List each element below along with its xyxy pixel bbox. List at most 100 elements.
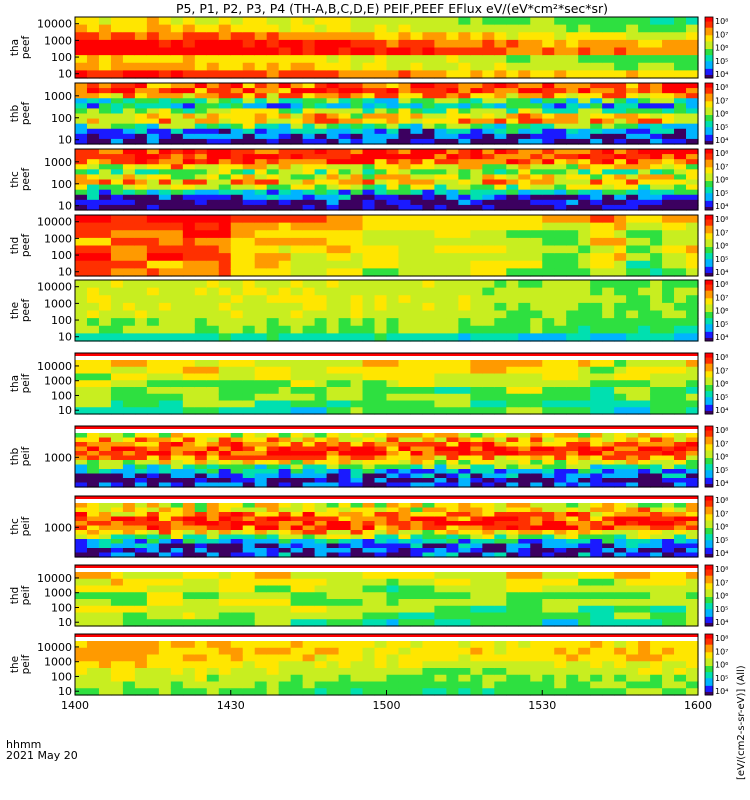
colorbar-tick-label: 10⁸ bbox=[715, 83, 728, 92]
colorbar-tick-label: 10⁵ bbox=[715, 536, 728, 545]
y-tick-label: 1000 bbox=[44, 521, 72, 534]
y-tick-label: 1000 bbox=[44, 375, 72, 388]
x-tick-label: 1400 bbox=[61, 699, 89, 712]
y-tick-label: 100 bbox=[51, 178, 72, 191]
colorbar: 10⁴ 10⁵ 10⁶ 10⁷ 10⁸ bbox=[704, 495, 728, 558]
colorbar: 10⁴ 10⁵ 10⁶ 10⁷ 10⁸ bbox=[704, 148, 728, 211]
colorbar-tick-label: 10⁵ bbox=[715, 320, 728, 329]
y-tick-label: 100 bbox=[51, 601, 72, 614]
panel-tha-peef: 10 100 1000 10000 thapeef 10⁴ 10⁵ 10⁶ 10⁷ 10⁸ bbox=[9, 16, 728, 81]
colorbar-tick-label: 10⁷ bbox=[715, 96, 728, 105]
colorbar-tick-label: 10⁶ bbox=[715, 110, 728, 119]
y-tick-label: 100 bbox=[51, 670, 72, 683]
colorbar-tick-label: 10⁴ bbox=[715, 687, 728, 696]
fill-gap-band bbox=[75, 496, 698, 499]
y-tick-label: 1000 bbox=[44, 156, 72, 169]
fill-gap-band bbox=[75, 565, 698, 568]
colorbar-tick-label: 10⁸ bbox=[715, 634, 728, 643]
spectrogram-cells bbox=[75, 215, 699, 277]
colorbar-tick-label: 10⁶ bbox=[715, 592, 728, 601]
colorbar-tick-label: 10⁶ bbox=[715, 176, 728, 185]
x-tick-label: 1500 bbox=[373, 699, 401, 712]
panel-frame bbox=[74, 425, 699, 488]
y-tick-label: 100 bbox=[51, 112, 72, 125]
colorbar: 10⁴ 10⁵ 10⁶ 10⁷ 10⁸ bbox=[704, 16, 728, 79]
y-tick-label: 10000 bbox=[37, 18, 72, 31]
y-tick-label: 1000 bbox=[44, 587, 72, 600]
colorbar: 10⁴ 10⁵ 10⁶ 10⁷ 10⁸ bbox=[704, 633, 728, 696]
colorbar-tick-label: 10⁶ bbox=[715, 523, 728, 532]
colorbar: 10⁴ 10⁵ 10⁶ 10⁷ 10⁸ bbox=[704, 214, 728, 277]
colorbar: 10⁴ 10⁵ 10⁶ 10⁷ 10⁸ bbox=[704, 564, 728, 627]
y-tick-label: 10000 bbox=[37, 360, 72, 373]
spectrogram-panels: 10100100010000thapeef10⁴10⁵10⁶10⁷10⁸1010… bbox=[9, 16, 728, 698]
panel-frame bbox=[74, 82, 699, 145]
colorbar-tick-label: 10⁶ bbox=[715, 307, 728, 316]
colorbar-tick-label: 10⁸ bbox=[715, 426, 728, 435]
colorbar-tick-label: 10⁵ bbox=[715, 393, 728, 402]
colorbar-tick-label: 10⁵ bbox=[715, 605, 728, 614]
panel-frame bbox=[74, 148, 699, 211]
colorbar-tick-label: 10⁸ bbox=[715, 353, 728, 362]
panel-frame bbox=[74, 279, 699, 342]
y-tick-label: 1000 bbox=[44, 656, 72, 669]
colorbar-tick-label: 10⁷ bbox=[715, 366, 728, 375]
panel-thb-peif: 1000 thbpeif 10⁴ 10⁵ 10⁶ 10⁷ 10⁸ bbox=[9, 425, 728, 488]
panel-frame bbox=[74, 564, 699, 627]
panel-thb-peef: 10 100 1000 thbpeef 10⁴ 10⁵ 10⁶ 10⁷ 10⁸ bbox=[9, 82, 728, 147]
fill-gap-band bbox=[75, 429, 698, 433]
chart-title: P5, P1, P2, P3, P4 (TH-A,B,C,D,E) PEIF,P… bbox=[176, 1, 608, 16]
panel-label: thapeef bbox=[9, 36, 32, 60]
y-tick-label: 10 bbox=[58, 200, 72, 213]
y-tick-label: 1000 bbox=[44, 90, 72, 103]
panel-label: thbpeef bbox=[9, 102, 32, 126]
panel-the-peef: 10 100 1000 10000 thepeef 10⁴ 10⁵ 10⁶ 10⁷ 10⁸ bbox=[9, 279, 728, 344]
panel-label: thcpeif bbox=[9, 516, 32, 536]
panel-thc-peef: 10 100 1000 thcpeef 10⁴ 10⁵ 10⁶ 10⁷ 10⁸ bbox=[9, 148, 728, 213]
fill-gap-band bbox=[75, 634, 698, 637]
spectrogram-cells bbox=[75, 280, 699, 342]
y-tick-label: 1000 bbox=[44, 297, 72, 310]
spectrogram-cells bbox=[75, 360, 699, 415]
y-tick-label: 10 bbox=[58, 266, 72, 279]
panel-label: thepeif bbox=[9, 654, 32, 674]
fill-gap-band bbox=[75, 353, 698, 356]
colorbar-tick-label: 10⁴ bbox=[715, 549, 728, 558]
colorbar-tick-label: 10⁷ bbox=[715, 293, 728, 302]
y-tick-label: 1000 bbox=[44, 34, 72, 47]
colorbar-tick-label: 10⁴ bbox=[715, 268, 728, 277]
colorbar-tick-label: 10⁵ bbox=[715, 123, 728, 132]
y-tick-label: 1000 bbox=[44, 451, 72, 464]
panel-label: thdpeif bbox=[9, 585, 32, 605]
colorbar-tick-label: 10⁸ bbox=[715, 149, 728, 158]
colorbar-tick-label: 10⁷ bbox=[715, 509, 728, 518]
y-tick-label: 10 bbox=[58, 331, 72, 344]
colorbar-tick-label: 10⁷ bbox=[715, 30, 728, 39]
spectrogram-cells bbox=[75, 17, 699, 79]
colorbar-tick-label: 10⁶ bbox=[715, 44, 728, 53]
colorbar-tick-label: 10⁷ bbox=[715, 162, 728, 171]
colorbar-tick-label: 10⁴ bbox=[715, 618, 728, 627]
colorbar: 10⁴ 10⁵ 10⁶ 10⁷ 10⁸ bbox=[704, 352, 728, 415]
colorbar: 10⁴ 10⁵ 10⁶ 10⁷ 10⁸ bbox=[704, 279, 728, 342]
spectrogram-cells bbox=[75, 83, 699, 145]
colorbar-tick-label: 10⁷ bbox=[715, 578, 728, 587]
y-tick-label: 100 bbox=[51, 249, 72, 262]
y-tick-label: 10000 bbox=[37, 641, 72, 654]
panel-label: thbpeif bbox=[9, 446, 32, 466]
y-tick-label: 10 bbox=[58, 404, 72, 417]
colorbar-tick-label: 10⁶ bbox=[715, 661, 728, 670]
fill-gap-band bbox=[75, 499, 698, 503]
colorbar-tick-label: 10⁸ bbox=[715, 215, 728, 224]
time-axis: 1400 1430 1500 1530 1600 bbox=[61, 690, 712, 712]
colorbar-tick-label: 10⁵ bbox=[715, 189, 728, 198]
colorbar: 10⁴ 10⁵ 10⁶ 10⁷ 10⁸ bbox=[704, 82, 728, 145]
y-tick-label: 10000 bbox=[37, 572, 72, 585]
colorbar-tick-label: 10⁴ bbox=[715, 406, 728, 415]
colorbar-tick-label: 10⁴ bbox=[715, 479, 728, 488]
y-tick-label: 1000 bbox=[44, 232, 72, 245]
panel-label: thdpeef bbox=[9, 234, 32, 258]
fill-gap-band bbox=[75, 426, 698, 429]
panel-frame bbox=[74, 352, 699, 415]
